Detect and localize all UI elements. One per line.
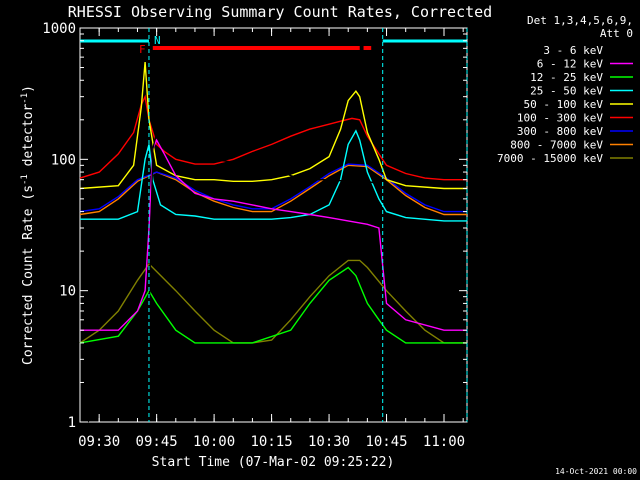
y-tick-label: 100 <box>51 152 76 168</box>
y-axis-label: Corrected Count Rate (s-1 detector-1) <box>20 85 36 365</box>
legend-entry-label: 12 - 25 keV <box>530 71 603 84</box>
x-tick-label: 10:30 <box>308 434 350 450</box>
legend-entry-label: 800 - 7000 keV <box>510 139 603 152</box>
series-line-3-6-kev <box>87 126 384 423</box>
flare-flag-label: F <box>139 43 146 56</box>
legend-attenuator: Att 0 <box>600 27 633 40</box>
flag-layer: FN <box>80 28 468 422</box>
night-flag-label: N <box>154 34 161 47</box>
x-tick-label: 10:00 <box>193 434 235 450</box>
y-tick-label: 1000 <box>42 21 76 37</box>
legend-title: Det 1,3,4,5,6,9, <box>527 14 633 27</box>
legend-entry-label: 3 - 6 keV <box>543 44 603 57</box>
y-tick-label: 1 <box>68 415 76 431</box>
series-line-800-7000-kev <box>79 164 467 216</box>
x-tick-label: 09:30 <box>78 434 120 450</box>
series-line-25-50-kev <box>80 129 467 222</box>
x-tick-label: 09:45 <box>136 434 178 450</box>
ticks-layer: 09:30 09:45 10:00 10:15 10:30 10:45 11:00 1 10 10… <box>42 21 467 450</box>
series-line-50-100-kev <box>79 62 467 190</box>
legend-entry-label: 7000 - 15000 keV <box>497 152 603 165</box>
legend-entry-label: 25 - 50 keV <box>530 85 603 98</box>
x-tick-label: 11:00 <box>423 434 465 450</box>
series-line-100-300-kev <box>79 94 467 181</box>
y-axis-label-sup-2: -1 <box>20 93 30 104</box>
y-axis-label-part-c: detector <box>21 104 36 175</box>
x-axis-label: Start Time (07-Mar-02 09:25:22) <box>152 455 395 470</box>
y-axis-label-part-e: ) <box>21 85 36 93</box>
legend-entry-label: 6 - 12 keV <box>537 58 604 71</box>
series-line-7000-15000-kev <box>79 259 467 344</box>
series-line-6-12-kev <box>80 138 467 331</box>
date-stamp: 14-Oct-2021 00:00 <box>555 467 637 476</box>
series-layer <box>79 62 467 423</box>
chart-title: RHESSI Observing Summary Count Rates, Co… <box>68 3 492 21</box>
legend-entry-label: 100 - 300 keV <box>517 112 603 125</box>
y-axis-label-part-a: Corrected Count Rate (s <box>21 185 36 365</box>
plot-area: FN 09:30 09:45 10:00 10:15 10:30 10:45 11:00 1 1… <box>42 21 468 450</box>
y-tick-label: 10 <box>59 284 76 300</box>
x-tick-label: 10:45 <box>365 434 407 450</box>
legend-entry-label: 300 - 800 keV <box>517 125 603 138</box>
plot-frame <box>79 27 468 423</box>
legend-entry-label: 50 - 100 keV <box>524 98 604 111</box>
x-tick-label: 10:15 <box>251 434 293 450</box>
y-axis-label-sup-1: -1 <box>20 174 30 185</box>
